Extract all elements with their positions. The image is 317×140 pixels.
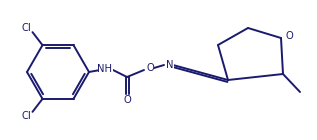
- Text: NH: NH: [98, 64, 113, 74]
- Text: O: O: [123, 95, 131, 105]
- Text: N: N: [166, 60, 174, 70]
- Text: Cl: Cl: [22, 111, 31, 121]
- Text: O: O: [146, 63, 154, 73]
- Text: O: O: [285, 31, 293, 41]
- Text: Cl: Cl: [22, 23, 31, 33]
